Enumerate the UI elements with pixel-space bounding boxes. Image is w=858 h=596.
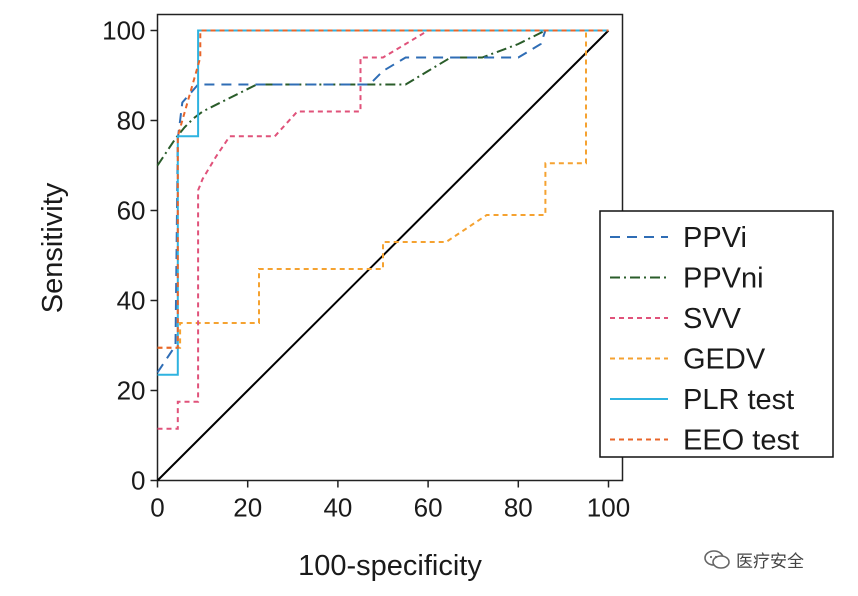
legend-box — [599, 210, 834, 458]
x-tick-label: 80 — [504, 493, 533, 523]
series-line-eeo-test — [157, 29, 609, 349]
y-tick-label: 40 — [117, 286, 146, 316]
legend-label: GEDV — [683, 344, 766, 376]
legend-label: PPVi — [683, 222, 747, 254]
x-tick-label: 100 — [587, 493, 630, 523]
tick-layer: 0 20 40 60 80 100 0 20 40 60 80 100 — [102, 16, 630, 523]
x-axis-title: 100-specificity — [298, 550, 482, 582]
x-tick-label: 60 — [414, 493, 443, 523]
y-tick-label: 80 — [117, 106, 146, 136]
series-line-ppvi — [156, 29, 609, 374]
x-tick-label: 0 — [150, 493, 164, 523]
y-tick-label: 20 — [117, 376, 146, 406]
x-tick-label: 40 — [323, 493, 352, 523]
wechat-icon — [704, 549, 730, 569]
watermark-text: 医疗安全 — [736, 552, 804, 572]
series-layer — [156, 29, 610, 482]
series-line-gedv — [157, 29, 609, 349]
x-tick-label: 20 — [233, 493, 262, 523]
y-axis-title: Sensitivity — [37, 182, 69, 313]
y-tick-label: 100 — [102, 16, 145, 46]
legend-label: PPVni — [683, 263, 764, 295]
legend-label: SVV — [683, 303, 742, 335]
y-tick-label: 60 — [117, 196, 146, 226]
watermark: 医疗安全 — [704, 547, 804, 572]
legend-label: EEO test — [683, 425, 799, 457]
legend-label: PLR test — [683, 384, 794, 416]
legend: PPVi PPVni SVV GEDV PLR test EEO test — [599, 210, 834, 458]
y-tick-label: 0 — [131, 466, 145, 496]
